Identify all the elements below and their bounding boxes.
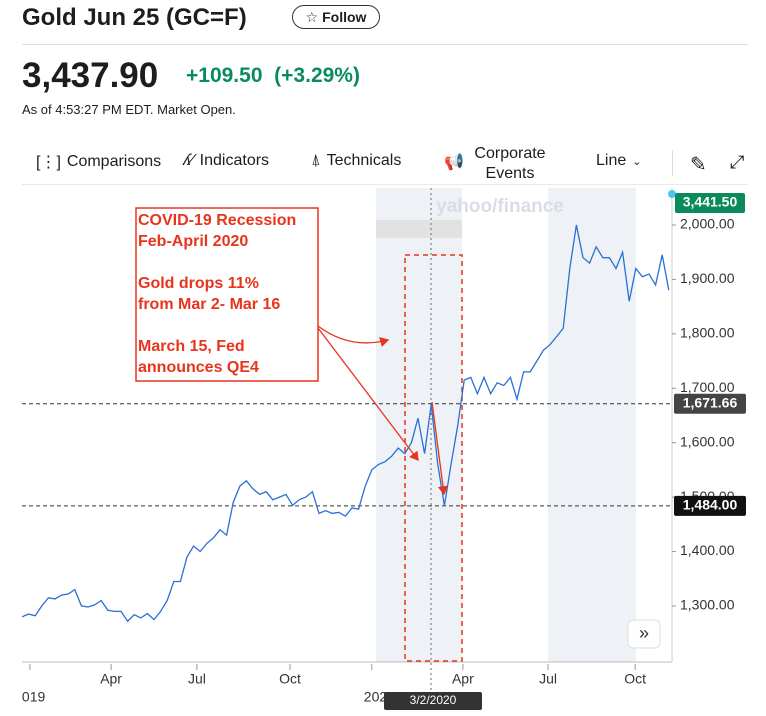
title: Gold Jun 25 (GC=F) [22,4,247,31]
label: Line [596,152,627,169]
shade-label [376,220,462,238]
y-tick-label: 1,400.00 [680,542,735,558]
x-tick-label: Jul [539,671,557,687]
separator [22,44,748,45]
shade [548,188,636,662]
y-tick-label: 1,600.00 [680,433,735,449]
x-tick-label: 202 [364,689,388,705]
last-label-box [675,193,745,213]
crosshair-label: 3/2/2020 [410,693,457,707]
reference-label-box [674,495,746,516]
arrow [431,401,449,496]
annotation-box [135,207,319,382]
star-icon: ☆ [305,8,319,25]
crosshair-label-box [384,692,482,710]
reference-label-box [674,393,746,414]
technicals-button[interactable]: ⍋ Technicals [311,152,401,170]
corporate-icon: 📢 [444,154,464,171]
icon: ʎ∕ [183,152,194,169]
x-tick-label: Apr [100,671,122,687]
annotation-text: March 15, Fed [138,338,245,355]
change: +109.50 [186,64,263,87]
label: Comparisons [66,153,162,170]
last-dot [668,190,676,198]
comparisons-button[interactable]: [⋮] Comparisons [36,152,161,172]
annotation-text: Gold drops 11% [138,275,259,292]
annotation-text: Feb-April 2020 [138,233,248,250]
y-tick-label: 2,000.00 [680,216,735,232]
follow-label: Follow [322,9,367,25]
follow-button[interactable]: ☆ Follow [292,5,380,29]
last-label: 3,441.50 [683,194,738,210]
draw-button[interactable]: ✎ [690,154,707,176]
price-change: +109.50 (+3.29%) [186,64,360,88]
reference-label: 1,671.66 [683,394,738,410]
annotation-text: COVID-19 Recession [138,212,296,229]
y-tick-label: 1,700.00 [680,379,735,395]
as-of: As of 4:53:27 PM EDT. Market Open. [22,102,236,117]
icon: ⍋ [311,152,321,169]
arrow [317,327,419,462]
x-tick-label: Oct [624,671,646,687]
chart-type-button[interactable]: Line ⌄ [596,152,641,170]
x-tick-label: Apr [452,671,474,687]
y-tick-label: 1,300.00 [680,597,735,613]
change-pct: (+3.29%) [274,64,360,87]
divider [672,150,673,176]
watermark: yahoo/finance [436,196,564,217]
scroll-button[interactable] [627,619,661,649]
separator [22,184,748,185]
scroll-icon: » [639,623,649,643]
expand-button[interactable]: ⤢ [730,152,745,172]
y-tick-label: 1,800.00 [680,325,735,341]
label: Indicators [199,152,270,169]
price: 3,437.90 [22,56,159,95]
annotation-text: announces QE4 [138,359,259,376]
arrow [317,325,390,348]
label: Technicals [326,152,402,169]
reference-label: 1,484.00 [683,497,738,513]
x-tick-label: Oct [279,671,301,687]
y-tick-label: 1,900.00 [680,270,735,286]
icon: [⋮] [36,154,61,171]
price-line [21,224,670,623]
x-tick-label: 019 [22,689,46,705]
indicators-button[interactable]: ʎ∕ Indicators [183,152,269,170]
annotation-text: from Mar 2- Mar 16 [138,296,280,313]
caret: ⌄ [632,155,642,168]
x-tick-label: Jul [188,671,206,687]
highlight-box [404,254,463,662]
corporate-events-button[interactable]: Corporate Events [474,145,546,182]
